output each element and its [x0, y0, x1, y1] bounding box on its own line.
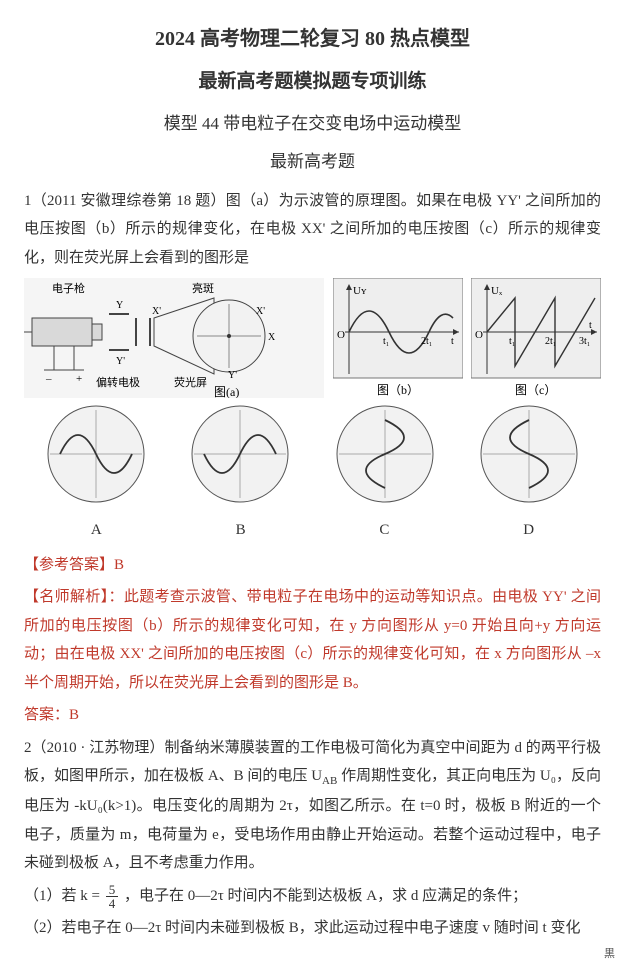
analysis: 【名师解析】：此题考查示波管、带电粒子在电场中的运动等知识点。由电极 YY' 之…	[24, 583, 601, 697]
option-b-label: B	[236, 516, 246, 545]
figure-b: Uʏ O t₁ 2t₁ t 图（b）	[333, 278, 463, 398]
svg-text:Y: Y	[116, 300, 123, 311]
svg-text:–: –	[45, 373, 52, 385]
svg-text:O: O	[475, 329, 483, 341]
title-sub: 最新高考题模拟题专项训练	[24, 64, 601, 100]
q2-sub-ab: AB	[322, 775, 337, 787]
answer-final: 答案：B	[24, 701, 601, 730]
fig-c-caption: 图（c）	[515, 383, 556, 397]
svg-text:2t₁: 2t₁	[545, 336, 556, 347]
option-d-fig	[469, 402, 589, 512]
option-a-label: A	[91, 516, 102, 545]
fig-b-ylabel: Uʏ	[353, 285, 367, 297]
fig-a-gun-label: 电子枪	[52, 281, 85, 295]
option-b-fig	[180, 402, 300, 512]
fig-b-caption: 图（b）	[377, 383, 419, 397]
fig-a-caption: 图(a)	[214, 385, 239, 398]
title-model: 模型 44 带电粒子在交变电场中运动模型	[24, 108, 601, 140]
svg-text:t: t	[589, 320, 592, 331]
q2-part2: （2）若电子在 0—2τ 时间内未碰到极板 B，求此运动过程中电子速度 v 随时…	[24, 914, 601, 943]
svg-text:3t₁: 3t₁	[579, 336, 590, 347]
option-a-fig	[36, 402, 156, 512]
option-d-label: D	[523, 516, 534, 545]
answer-label: 【参考答案】B	[24, 551, 601, 580]
footer-mark: 黒	[604, 944, 615, 965]
svg-text:X: X	[268, 332, 276, 343]
svg-text:2t₁: 2t₁	[421, 336, 432, 347]
fig-a-screen-label: 荧光屏	[174, 375, 207, 389]
svg-text:+: +	[76, 373, 82, 385]
options-row	[24, 402, 601, 512]
q2-p1-a: （1）若 k =	[24, 888, 104, 904]
q2-p1-b: ，电子在 0—2τ 时间内不能到达极板 A，求 d 应满足的条件；	[120, 888, 527, 904]
svg-text:X': X'	[256, 306, 265, 317]
q1-stem: 1（2011 安徽理综卷第 18 题）图（a）为示波管的原理图。如果在电极 YY…	[24, 187, 601, 273]
q2-part1: （1）若 k = 54 ，电子在 0—2τ 时间内不能到达极板 A，求 d 应满…	[24, 882, 601, 911]
svg-text:Y': Y'	[116, 356, 125, 367]
options-labels: A B C D	[24, 516, 601, 545]
svg-text:O: O	[337, 329, 345, 341]
svg-text:t: t	[451, 336, 454, 347]
svg-text:t₁: t₁	[509, 336, 515, 347]
option-c-label: C	[379, 516, 389, 545]
fraction-5-4: 54	[106, 883, 119, 910]
svg-text:X': X'	[152, 306, 161, 317]
figure-c: Uₓ O t₁ 2t₁ 3t₁ t 图（c）	[471, 278, 601, 398]
fig-a-spot-label: 亮斑	[192, 281, 214, 295]
svg-text:t₁: t₁	[383, 336, 389, 347]
q2-stem: 2（2010 · 江苏物理）制备纳米薄膜装置的工作电极可简化为真空中间距为 d …	[24, 734, 601, 878]
svg-text:Y': Y'	[228, 370, 237, 381]
fig-a-plates-label: 偏转电极	[96, 375, 140, 389]
title-section: 最新高考题	[24, 146, 601, 178]
option-c-fig	[325, 402, 445, 512]
analysis-label: 【名师解析】：	[24, 589, 124, 605]
figure-a: 电子枪 亮斑 Y Y' X' X' X Y' – + 荧光屏 偏转电极 图(a)	[24, 278, 324, 398]
fig-c-ylabel: Uₓ	[491, 285, 503, 297]
title-main: 2024 高考物理二轮复习 80 热点模型	[24, 20, 601, 58]
figure-row-1: 电子枪 亮斑 Y Y' X' X' X Y' – + 荧光屏 偏转电极 图(a)	[24, 278, 601, 398]
